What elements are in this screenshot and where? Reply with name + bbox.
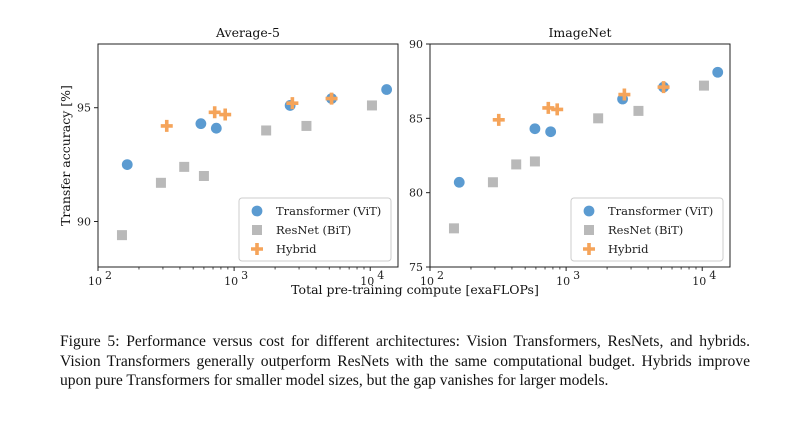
caption-label: Figure 5: xyxy=(60,333,120,350)
legend-label-resnet: ResNet (BiT) xyxy=(608,223,683,237)
y-tick-label: 90 xyxy=(77,215,91,228)
data-point-resnet xyxy=(633,105,644,116)
y-tick-label: 95 xyxy=(77,102,91,115)
x-tick-exponent: 2 xyxy=(105,269,112,282)
x-tick-exponent: 4 xyxy=(709,269,716,282)
figure: Average-5 10 2 10 3 10 4 90 95 Transfer accuracy … xyxy=(58,25,731,297)
data-point-transformer xyxy=(529,123,541,135)
legend-marker-hybrid xyxy=(251,243,263,255)
legend-label-transformer: Transformer (ViT) xyxy=(608,204,713,218)
legend-label-resnet: ResNet (BiT) xyxy=(276,223,351,237)
data-point-transformer xyxy=(121,159,133,171)
data-point-hybrid xyxy=(325,92,338,105)
data-point-hybrid xyxy=(492,113,505,126)
data-point-hybrid xyxy=(657,81,670,94)
legend-label-hybrid: Hybrid xyxy=(276,242,317,256)
x-tick-label: 10 xyxy=(420,275,434,288)
data-point-hybrid xyxy=(208,106,221,119)
legend-marker-hybrid xyxy=(583,243,595,255)
x-tick-exponent: 3 xyxy=(573,269,580,282)
data-point-resnet xyxy=(179,161,190,172)
data-point-transformer xyxy=(545,126,557,138)
legend-marker-resnet xyxy=(584,225,594,235)
data-point-resnet xyxy=(698,80,709,91)
legend-marker-transformer xyxy=(251,205,263,217)
data-point-resnet xyxy=(487,177,498,188)
data-point-resnet xyxy=(155,177,166,188)
figure-caption: Figure 5: Performance versus cost for di… xyxy=(60,332,750,391)
x-tick-exponent: 4 xyxy=(377,269,384,282)
x-tick-exponent: 3 xyxy=(241,269,248,282)
y-tick-label: 90 xyxy=(409,38,423,51)
data-point-hybrid xyxy=(219,108,232,121)
x-axis-label: Total pre-training compute [exaFLOPs] xyxy=(291,282,539,297)
plot-frame xyxy=(97,43,399,268)
plot-frame xyxy=(429,43,731,268)
legend-box xyxy=(238,197,392,262)
data-point-resnet xyxy=(448,223,459,234)
x-tick-label: 10 xyxy=(224,275,238,288)
data-point-resnet xyxy=(301,120,312,131)
x-tick-label: 10 xyxy=(360,275,374,288)
data-point-resnet xyxy=(529,156,540,167)
y-tick-label: 75 xyxy=(409,261,423,274)
legend-marker-resnet xyxy=(252,225,262,235)
data-point-hybrid xyxy=(551,103,564,116)
data-point-resnet xyxy=(116,230,127,241)
data-point-transformer xyxy=(381,84,393,95)
caption-text: Performance versus cost for different ar… xyxy=(60,333,750,389)
data-point-resnet xyxy=(366,100,377,111)
chart-title: ImageNet xyxy=(548,25,611,40)
data-point-transformer xyxy=(210,122,222,134)
legend-marker-transformer xyxy=(583,205,595,217)
data-point-transformer xyxy=(453,176,465,188)
data-point-resnet xyxy=(261,125,272,136)
legend-label-transformer: Transformer (ViT) xyxy=(276,204,381,218)
legend-label-hybrid: Hybrid xyxy=(608,242,649,256)
data-point-transformer xyxy=(712,66,724,78)
data-point-hybrid xyxy=(286,97,299,110)
data-point-resnet xyxy=(511,159,522,170)
data-point-hybrid xyxy=(618,88,631,101)
data-point-transformer xyxy=(195,118,207,130)
x-tick-label: 10 xyxy=(88,275,102,288)
y-axis-label: Transfer accuracy [%] xyxy=(58,85,73,226)
legend-box xyxy=(570,197,724,262)
data-point-resnet xyxy=(593,113,604,124)
y-tick-label: 85 xyxy=(409,112,423,125)
data-point-hybrid xyxy=(160,119,173,132)
y-tick-label: 80 xyxy=(409,187,423,200)
x-tick-label: 10 xyxy=(556,275,570,288)
chart-title: Average-5 xyxy=(215,25,280,40)
data-point-resnet xyxy=(198,170,209,181)
x-tick-exponent: 2 xyxy=(437,269,444,282)
x-tick-label: 10 xyxy=(692,275,706,288)
